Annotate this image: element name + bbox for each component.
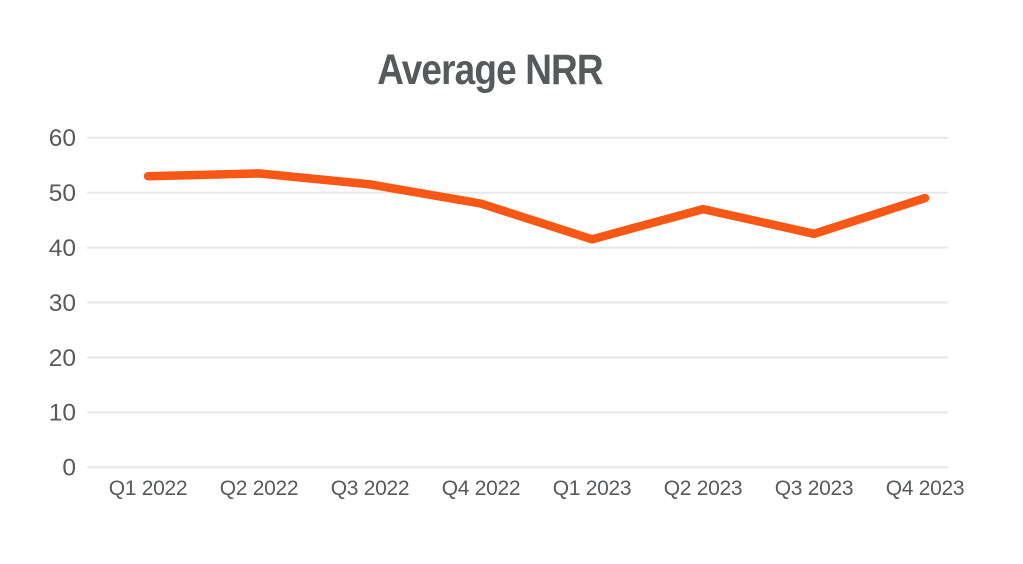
y-tick-label: 30 — [49, 290, 76, 317]
x-axis-label: Q2 2023 — [664, 477, 742, 500]
y-tick-label: 60 — [49, 125, 76, 152]
y-tick-label: 40 — [49, 235, 76, 262]
y-tick-label: 0 — [62, 455, 76, 482]
x-axis-label: Q4 2023 — [886, 477, 964, 500]
x-axis-label: Q1 2023 — [553, 477, 631, 500]
y-tick-label: 50 — [49, 180, 76, 207]
y-tick-label: 20 — [49, 345, 76, 372]
x-axis-label: Q2 2022 — [220, 477, 298, 500]
x-axis-label: Q1 2022 — [109, 477, 187, 500]
chart-title: Average NRR — [377, 46, 603, 94]
x-axis-label: Q3 2023 — [775, 477, 853, 500]
x-axis-label: Q3 2022 — [331, 477, 409, 500]
series-line-average-nrr — [143, 169, 930, 244]
x-axis-label: Q4 2022 — [442, 477, 520, 500]
y-tick-label: 10 — [49, 400, 76, 427]
